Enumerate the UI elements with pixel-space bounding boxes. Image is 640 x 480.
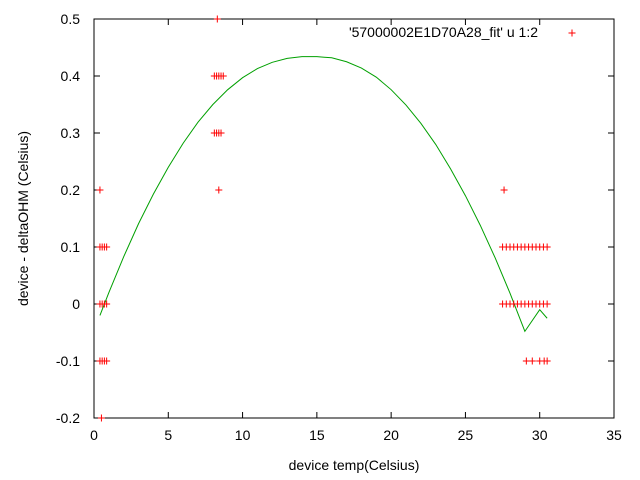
data-point (96, 186, 104, 194)
y-axis-tick-labels: -0.2 -0.1 0 0.1 0.2 0.3 0.4 0.5 (56, 11, 80, 426)
data-point (103, 357, 111, 365)
data-point (97, 414, 105, 422)
data-point (213, 15, 221, 23)
x-tick-label: 30 (532, 427, 548, 443)
fit-curve-line (99, 56, 548, 333)
x-axis-tick-labels: 0 5 10 15 20 25 30 35 (90, 427, 622, 443)
y-tick-label: 0.3 (61, 125, 81, 141)
data-point (500, 186, 508, 194)
y-tick-label: -0.2 (56, 410, 80, 426)
legend-label: '57000002E1D70A28_fit' u 1:2 (349, 24, 538, 40)
data-point (215, 186, 223, 194)
y-tick-label: 0.1 (61, 239, 81, 255)
y-tick-label: 0.4 (61, 68, 81, 84)
legend-plus-marker (568, 29, 576, 37)
plot-frame (93, 18, 615, 419)
data-point (522, 357, 530, 365)
legend: '57000002E1D70A28_fit' u 1:2 (349, 24, 576, 40)
y-tick-label: 0.5 (61, 11, 81, 27)
data-point (219, 72, 227, 80)
x-tick-label: 0 (90, 427, 98, 443)
data-point (103, 243, 111, 251)
y-tick-label: 0 (72, 296, 80, 312)
x-tick-label: 5 (164, 427, 172, 443)
data-point (543, 357, 551, 365)
data-point (543, 300, 551, 308)
x-axis-label: device temp(Celsius) (289, 457, 420, 473)
y-tick-label: -0.1 (56, 353, 80, 369)
x-tick-label: 20 (383, 427, 399, 443)
x-tick-label: 35 (606, 427, 622, 443)
data-point (103, 300, 111, 308)
data-point (543, 243, 551, 251)
data-point (528, 357, 536, 365)
tick-marks (93, 18, 615, 419)
plot-border (93, 18, 615, 419)
x-tick-label: 25 (458, 427, 474, 443)
fit-curve-series (99, 56, 548, 333)
x-tick-label: 10 (235, 427, 251, 443)
data-points-series (96, 15, 551, 422)
legend-marker (568, 29, 576, 37)
y-tick-label: 0.2 (61, 182, 81, 198)
y-axis-label: device - deltaOHM (Celsius) (15, 131, 31, 306)
data-point (217, 129, 225, 137)
x-tick-label: 15 (309, 427, 325, 443)
